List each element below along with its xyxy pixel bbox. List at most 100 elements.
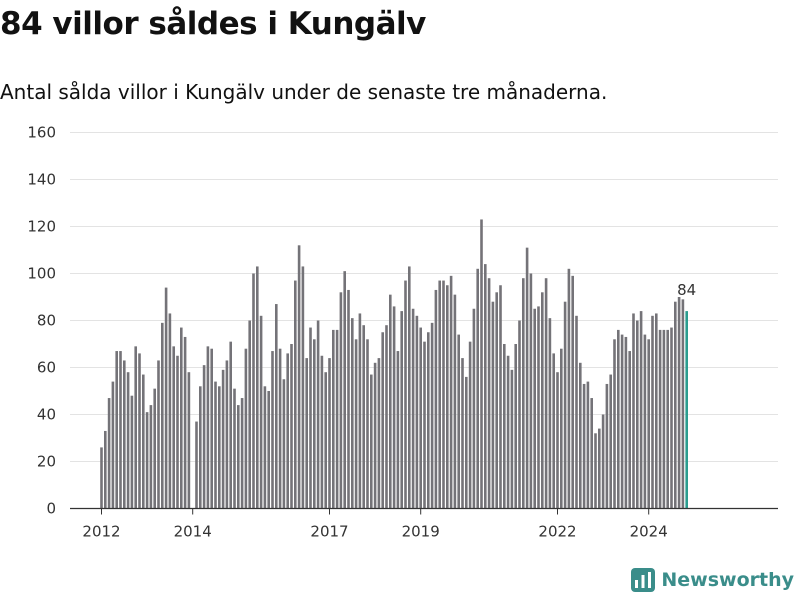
bar [571, 275, 574, 509]
bar [624, 336, 628, 509]
bar [370, 374, 373, 509]
y-tick-label: 140 [27, 171, 56, 189]
bar [237, 405, 240, 509]
bar [487, 278, 491, 509]
bar [541, 292, 544, 509]
bar [244, 348, 248, 509]
bar [309, 327, 312, 509]
bar [138, 353, 141, 509]
bar [575, 315, 578, 509]
bar [282, 379, 286, 509]
bar [210, 348, 213, 509]
bar [385, 325, 388, 509]
bar [324, 372, 327, 509]
y-tick-label: 120 [27, 218, 56, 236]
bar [658, 329, 662, 509]
bar [290, 344, 293, 509]
bar [267, 391, 270, 509]
bar [666, 329, 669, 509]
bar [465, 376, 468, 509]
bar [362, 325, 365, 509]
bar [233, 388, 236, 509]
bar [153, 388, 156, 509]
bar [206, 346, 210, 509]
bar [168, 313, 172, 509]
y-tick-label: 40 [37, 406, 56, 424]
bar [100, 447, 103, 509]
bar [164, 287, 168, 509]
bar [681, 299, 685, 509]
bar [480, 219, 483, 509]
y-tick-label: 80 [37, 312, 56, 330]
bar [552, 353, 555, 509]
bar [598, 428, 601, 509]
bar [506, 355, 510, 509]
bar [525, 247, 529, 509]
bar [126, 372, 130, 509]
bar [187, 372, 191, 509]
chart-title: 84 villor såldes i Kungälv [0, 6, 426, 42]
bar [662, 329, 666, 509]
bar [297, 245, 301, 509]
bar [419, 327, 422, 509]
bar [514, 344, 517, 509]
bar [366, 339, 369, 509]
bar [423, 341, 426, 509]
bar [647, 339, 650, 509]
bar [411, 308, 415, 509]
bar [377, 358, 381, 509]
bar [476, 268, 479, 509]
bar [415, 315, 419, 509]
bar [582, 383, 586, 509]
bar [590, 398, 593, 509]
bar [392, 306, 396, 509]
bar [457, 334, 460, 509]
y-tick-label: 60 [37, 359, 56, 377]
bar [499, 285, 502, 509]
bar [343, 271, 346, 509]
bar [142, 374, 145, 509]
bar [449, 275, 453, 509]
bar-chart-logo-icon [631, 568, 656, 592]
bar [438, 280, 441, 509]
bar [594, 433, 597, 509]
bar [354, 339, 358, 509]
bar [278, 348, 282, 509]
y-tick-label: 160 [27, 124, 56, 142]
bar [351, 318, 354, 509]
bar [104, 430, 107, 509]
bar [556, 372, 559, 509]
bar [677, 297, 681, 509]
brand-name: Newsworthy [661, 569, 794, 591]
x-tick-label: 2024 [630, 523, 668, 541]
bar [294, 280, 297, 509]
bar [275, 304, 278, 509]
bar [636, 320, 639, 509]
y-tick-label: 20 [37, 453, 56, 471]
bar [225, 360, 229, 509]
bar [605, 383, 609, 509]
bar [332, 329, 335, 509]
bar [328, 358, 331, 509]
bar [313, 339, 316, 509]
x-tick-label: 2019 [402, 523, 440, 541]
bar [404, 280, 407, 509]
bar [632, 313, 635, 509]
bar [263, 386, 267, 509]
bar [620, 334, 624, 509]
bar [115, 351, 118, 509]
bar [427, 332, 430, 509]
bar [157, 360, 160, 509]
bar [434, 289, 438, 509]
bar [408, 266, 411, 509]
bar [199, 386, 202, 509]
bar [518, 320, 521, 509]
bar [172, 346, 175, 509]
bar [446, 285, 449, 509]
x-tick-label: 2022 [538, 523, 576, 541]
bar [256, 266, 259, 509]
bar [609, 374, 612, 509]
bar [134, 346, 137, 509]
axes [70, 507, 778, 515]
